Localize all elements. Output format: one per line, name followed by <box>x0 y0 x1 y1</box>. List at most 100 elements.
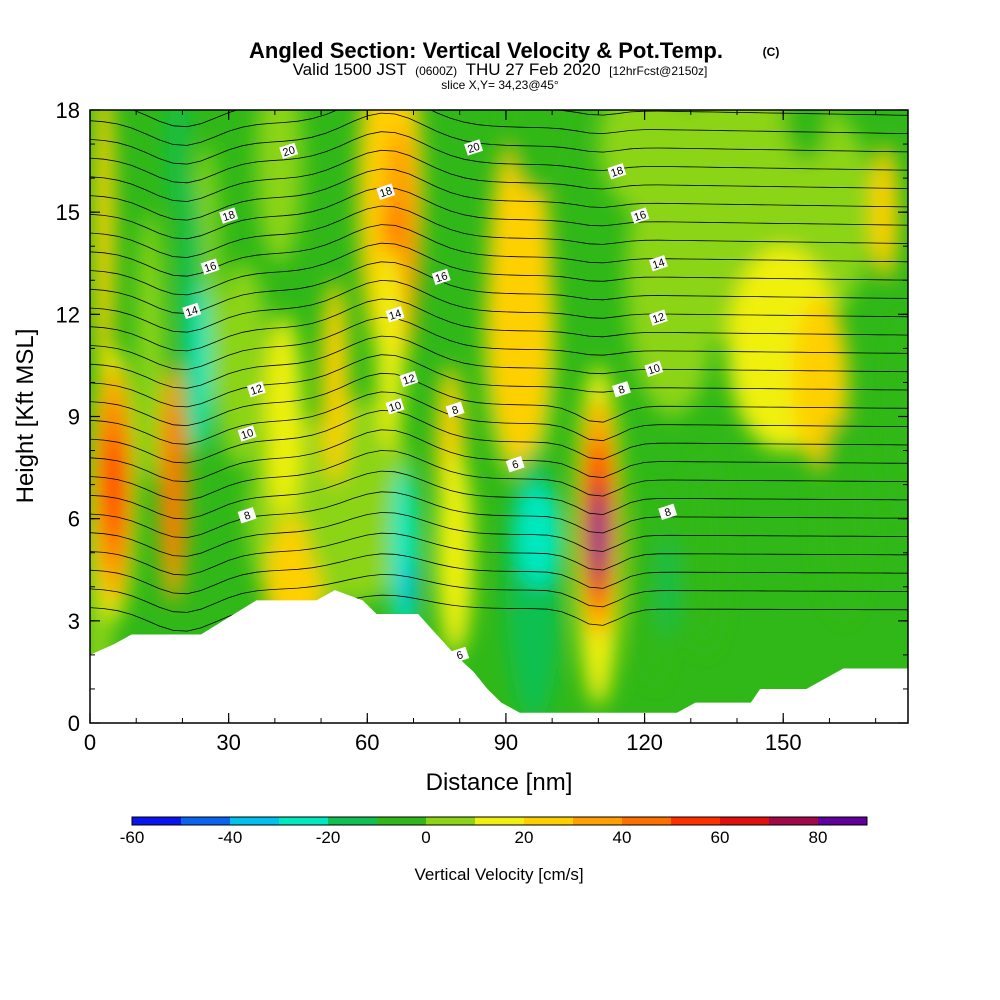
plot-area: 20 20 18 18 18 16 16 16 14 14 14 12 12 12 10 10 10 8 8 8 8 6 6 <box>90 110 908 723</box>
velocity-cell <box>103 433 123 536</box>
colorbar-tick-label: 0 <box>421 828 430 847</box>
colorbar-swatch <box>328 817 378 825</box>
velocity-cell <box>214 263 271 468</box>
isentrope-label: 16 <box>203 260 218 275</box>
isentrope-label-box <box>607 163 627 180</box>
velocity-cell <box>598 110 691 213</box>
isentrope-label: 12 <box>402 372 417 387</box>
velocity-cell <box>136 212 164 485</box>
y-tick-label: 6 <box>68 507 80 532</box>
subtitle-valid: Valid 1500 JST <box>293 60 407 79</box>
colorbar-swatch <box>279 817 329 825</box>
isentrope-label-box <box>464 139 484 156</box>
isentrope-line <box>90 354 908 408</box>
colorbar-tick-label: -40 <box>218 828 243 847</box>
colorbar-swatch <box>622 817 672 825</box>
x-axis-label: Distance [nm] <box>426 769 573 796</box>
velocity-cell <box>815 416 872 621</box>
velocity-cell <box>390 467 419 638</box>
x-tick-label: 30 <box>216 730 240 755</box>
isentrope-label: 20 <box>466 141 481 156</box>
x-tick-label: 0 <box>84 730 96 755</box>
isentrope-label-box <box>200 258 220 275</box>
isentrope-label: 8 <box>243 510 253 523</box>
y-tick-label: 0 <box>68 711 80 736</box>
colorbar-tick-label: 60 <box>711 828 730 847</box>
isentrope-label: 18 <box>378 185 393 200</box>
isentrope-lines <box>90 110 908 632</box>
isentrope-label: 6 <box>511 458 521 471</box>
isentrope-line <box>90 279 908 333</box>
isentrope-label: 14 <box>651 257 666 272</box>
isentrope-line <box>90 149 908 202</box>
velocity-cell <box>487 127 553 468</box>
isentrope-label-box <box>279 142 299 160</box>
isentrope-label: 14 <box>388 308 403 323</box>
isentrope-line <box>90 335 908 389</box>
y-axis: 0 3 6 9 12 15 18 <box>56 98 908 736</box>
isentrope-line <box>90 242 908 296</box>
x-tick-label: 120 <box>626 730 663 755</box>
colorbar-swatch <box>720 817 770 825</box>
isentrope-line <box>90 168 908 221</box>
colorbar-frame <box>131 816 868 826</box>
colorbar-tick-label: -60 <box>120 828 145 847</box>
isentrope-label: 6 <box>455 649 465 662</box>
isentrope-line <box>90 317 908 371</box>
isentrope-line <box>90 110 908 146</box>
velocity-cell <box>658 535 677 638</box>
isentrope-label-box <box>399 370 419 388</box>
isentrope-labels: 20 20 18 18 18 16 16 16 14 14 14 12 12 12 10 10 10 8 8 8 8 6 6 <box>182 139 678 664</box>
isentrope-line <box>90 470 908 520</box>
colorbar-swatch <box>818 817 868 825</box>
colorbar-tick-label: 40 <box>613 828 632 847</box>
colorbar-swatch <box>769 817 819 825</box>
isentrope-label-box <box>445 401 465 418</box>
isentrope-line <box>90 131 908 184</box>
y-tick-label: 18 <box>56 98 80 123</box>
isentrope-label: 10 <box>388 400 403 415</box>
isentrope-label-box <box>237 425 257 442</box>
isentrope-line <box>90 391 908 445</box>
y-tick-label: 12 <box>56 302 80 327</box>
velocity-cell <box>783 110 830 162</box>
isentrope-label-box <box>648 309 668 326</box>
isentrope-label-box <box>450 646 470 664</box>
colorbar-swatch <box>377 817 427 825</box>
isentrope-label: 20 <box>281 144 296 159</box>
isentrope-line <box>90 491 908 539</box>
chart-subtitle: Valid 1500 JST (0600Z) THU 27 Feb 2020 [… <box>293 60 708 79</box>
isentrope-label: 14 <box>184 304 199 319</box>
isentrope-line <box>90 372 908 427</box>
isentrope-line <box>90 187 908 240</box>
colorbar-swatch <box>181 817 231 825</box>
x-tick-label: 150 <box>765 730 802 755</box>
isentrope-label: 16 <box>633 209 648 224</box>
isentrope-label: 8 <box>617 384 627 397</box>
isentrope-line <box>90 532 908 576</box>
colorbar-swatch <box>524 817 574 825</box>
colorbar-swatch <box>573 817 623 825</box>
velocity-cell <box>168 110 188 213</box>
isentrope-label-box <box>219 207 239 224</box>
isentrope-line <box>90 574 908 613</box>
isentrope-line <box>90 409 908 464</box>
isentrope-label: 12 <box>249 383 264 398</box>
isentrope-label-box <box>648 255 668 272</box>
isentrope-label-box <box>376 183 396 200</box>
colorbar-swatch <box>671 817 721 825</box>
isentrope-line <box>90 261 908 314</box>
isentrope-label: 10 <box>646 362 661 377</box>
y-tick-label: 9 <box>68 405 80 430</box>
colorbar-tick-label: 80 <box>809 828 828 847</box>
y-axis-label: Height [Kft MSL] <box>12 329 39 504</box>
velocity-cell <box>591 498 606 574</box>
isentrope-label: 8 <box>663 506 673 519</box>
colorbar-tick-label: 20 <box>515 828 534 847</box>
velocity-cell <box>515 484 562 587</box>
velocity-cell <box>191 280 211 451</box>
colorbar-swatch <box>426 817 476 825</box>
y-tick-label: 15 <box>56 200 80 225</box>
isentrope-label-box <box>385 398 405 415</box>
